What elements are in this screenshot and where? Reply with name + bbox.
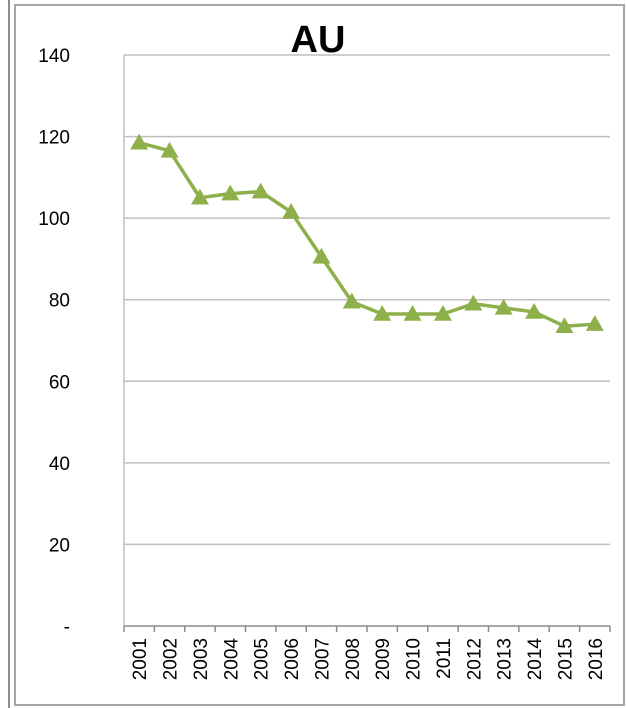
y-tick-label: 60 xyxy=(49,372,70,393)
data-point-triangle xyxy=(464,294,483,311)
y-tick-label: 80 xyxy=(49,291,70,312)
y-tick-label: 120 xyxy=(38,128,70,149)
data-point-triangle xyxy=(282,203,301,219)
data-point-triangle xyxy=(525,302,544,319)
x-tick-label: 2009 xyxy=(373,638,394,680)
x-tick-label: 2013 xyxy=(495,638,516,680)
adjacent-chart-border xyxy=(0,0,10,708)
data-point-triangle xyxy=(494,298,513,315)
y-tick-label: 100 xyxy=(38,209,70,230)
chart-frame xyxy=(14,4,625,706)
x-tick-label: 2008 xyxy=(343,638,364,680)
data-point-triangle xyxy=(373,304,392,321)
y-tick-label: 20 xyxy=(49,535,70,556)
axes xyxy=(123,55,611,632)
x-tick-label: 2007 xyxy=(312,638,333,680)
data-point-triangle xyxy=(130,133,149,150)
x-tick-label: 2012 xyxy=(464,638,485,680)
x-tick-label: 2002 xyxy=(161,638,182,680)
x-tick-label: 2005 xyxy=(252,638,273,680)
data-point-triangle xyxy=(221,184,240,201)
x-tick-label: 2016 xyxy=(586,638,607,680)
x-tick-label: 2014 xyxy=(525,638,546,681)
y-tick-labels: - 20 40 60 80 100 120 140 xyxy=(38,46,70,638)
x-tick-label: 2015 xyxy=(555,638,576,680)
x-tick-labels: 2001 2002 2003 2004 2005 2006 2007 2008 2009 2010… xyxy=(130,638,607,681)
data-point-triangle xyxy=(555,317,574,333)
chart-title: AU xyxy=(291,19,346,61)
data-point-triangle xyxy=(190,188,209,205)
gridlines xyxy=(124,54,610,546)
x-tick-label: 2010 xyxy=(404,638,425,680)
y-tick-label: 140 xyxy=(38,46,70,67)
x-tick-label: 2003 xyxy=(191,638,212,680)
series-group xyxy=(130,133,604,333)
data-point-triangle xyxy=(251,182,270,199)
data-point-triangle xyxy=(585,315,604,331)
data-point-triangle xyxy=(433,304,452,321)
x-tick-label: 2006 xyxy=(282,638,303,680)
y-tick-label: 40 xyxy=(49,454,70,475)
y-tick-label: - xyxy=(64,617,70,638)
data-point-triangle xyxy=(160,141,179,158)
series-line xyxy=(138,140,595,328)
x-tick-label: 2004 xyxy=(221,638,242,681)
data-point-triangle xyxy=(403,304,422,321)
x-tick-label: 2011 xyxy=(434,638,455,679)
x-tick-label: 2001 xyxy=(130,638,151,680)
data-point-triangle xyxy=(342,292,361,309)
data-point-triangle xyxy=(312,247,331,264)
